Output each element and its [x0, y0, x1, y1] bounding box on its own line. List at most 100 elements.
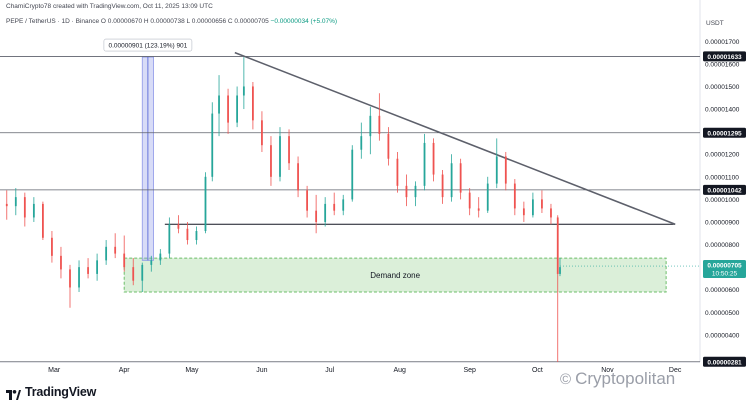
currency-label: USDT — [706, 20, 724, 27]
candle-body — [252, 86, 254, 121]
level-badge-label: 0.00001295 — [707, 130, 742, 137]
candle-body — [242, 86, 245, 96]
candle-body — [87, 267, 89, 274]
candle-body — [532, 199, 534, 216]
candle-body — [333, 203, 336, 211]
candle-body — [177, 224, 180, 229]
candle-body — [141, 264, 144, 281]
last-price-badge — [703, 260, 746, 279]
x-tick-label: Apr — [119, 367, 131, 374]
candle-body — [150, 260, 153, 265]
level-badge — [703, 356, 746, 367]
candle-body — [342, 199, 345, 211]
change-readout: −0.00000034 (+5.07%) — [270, 18, 338, 25]
y-tick-label: 0.00000800 — [705, 242, 740, 249]
x-tick-label: Aug — [393, 367, 406, 374]
symbol-name: PEPE / TetherUS · 1D · Binance — [6, 18, 100, 25]
candle-body — [522, 208, 525, 216]
ohlc-readout: O 0.00000670 H 0.00000738 L 0.00000656 C… — [100, 18, 269, 25]
measure-label: 0.00000901 (123.19%) 901 — [109, 43, 188, 50]
level-badge-label: 0.00001042 — [707, 187, 742, 194]
candle-body — [414, 185, 417, 198]
y-tick-label: 0.00001200 — [705, 152, 740, 159]
candle-body — [441, 174, 444, 198]
last-price-value: 0.00000705 — [707, 263, 742, 270]
y-tick-label: 0.00000900 — [705, 219, 740, 226]
candle-body — [279, 136, 281, 177]
last-price-countdown: 10:50:25 — [712, 271, 738, 278]
candle-body — [556, 217, 559, 274]
candle-body — [105, 246, 108, 261]
candle-body — [211, 113, 214, 177]
cryptopolitan-watermark: © Cryptopolitan — [560, 369, 675, 389]
candle-body — [423, 142, 426, 186]
watermark-text: Cryptopolitan — [575, 369, 676, 388]
candle-body — [168, 224, 171, 254]
candle-body — [218, 95, 220, 114]
level-badge — [703, 184, 746, 195]
candle-body — [23, 197, 26, 218]
y-tick-label: 0.00000400 — [705, 332, 740, 339]
candle-body — [541, 199, 543, 209]
candle-body — [550, 208, 552, 218]
y-tick-label: 0.00001500 — [705, 84, 740, 91]
candle-body — [60, 255, 62, 270]
candle-body — [324, 203, 327, 222]
candle-body — [486, 183, 489, 211]
level-badge — [703, 127, 746, 138]
y-tick-label: 0.00001100 — [705, 174, 739, 181]
candle-body — [387, 133, 390, 159]
candle-body — [495, 156, 498, 184]
candle-body — [32, 203, 35, 218]
candle-body — [159, 253, 162, 261]
y-tick-label: 0.00001600 — [705, 61, 740, 68]
candle-body — [69, 269, 71, 288]
candle-body — [405, 185, 408, 198]
candle-body — [5, 203, 8, 207]
x-tick-label: Jul — [325, 367, 334, 374]
candle-body — [78, 267, 80, 288]
candle-body — [432, 142, 435, 175]
tradingview-logo-icon — [6, 387, 21, 400]
chart-credit: ChamiCrypto78 created with TradingView.c… — [6, 3, 213, 10]
tradingview-logo-text: TradingView — [25, 385, 97, 399]
candle-body — [559, 267, 561, 274]
x-tick-label: Jun — [256, 367, 267, 374]
candle-body — [513, 183, 516, 209]
candle-body — [132, 267, 135, 281]
candle-body — [297, 163, 299, 191]
y-tick-label: 0.00000600 — [705, 287, 740, 294]
candle-body — [477, 208, 480, 211]
y-tick-label: 0.00001700 — [705, 39, 740, 46]
candle-body — [459, 163, 462, 193]
candle-body — [351, 149, 354, 200]
x-tick-label: Nov — [601, 367, 614, 374]
candle-body — [396, 158, 399, 186]
candle-body — [186, 228, 189, 241]
candle-body — [450, 163, 453, 198]
y-tick-label: 0.00001000 — [705, 197, 740, 204]
candle-body — [114, 246, 117, 254]
candle-body — [360, 136, 363, 150]
x-tick-label: Sep — [463, 367, 476, 374]
candle-body — [123, 253, 126, 268]
candle-body — [315, 210, 318, 222]
candle-body — [306, 190, 308, 211]
candle-body — [378, 115, 381, 134]
measure-label-box — [103, 38, 193, 52]
candle-body — [261, 120, 263, 146]
candle-body — [195, 231, 198, 241]
demand-zone-label: Demand zone — [370, 271, 420, 280]
candle-body — [504, 156, 507, 184]
x-tick-label: May — [185, 367, 199, 374]
x-tick-label: Dec — [669, 367, 682, 374]
symbol-line: PEPE / TetherUS · 1D · Binance O 0.00000… — [6, 18, 337, 25]
tradingview-logo[interactable]: TradingView — [6, 385, 97, 400]
x-tick-label: Mar — [48, 367, 61, 374]
candle-body — [14, 197, 17, 207]
level-badge — [703, 51, 746, 62]
level-badge-label: 0.00000281 — [707, 359, 742, 366]
y-tick-label: 0.00001400 — [705, 107, 740, 114]
descending-trendline — [234, 51, 676, 225]
